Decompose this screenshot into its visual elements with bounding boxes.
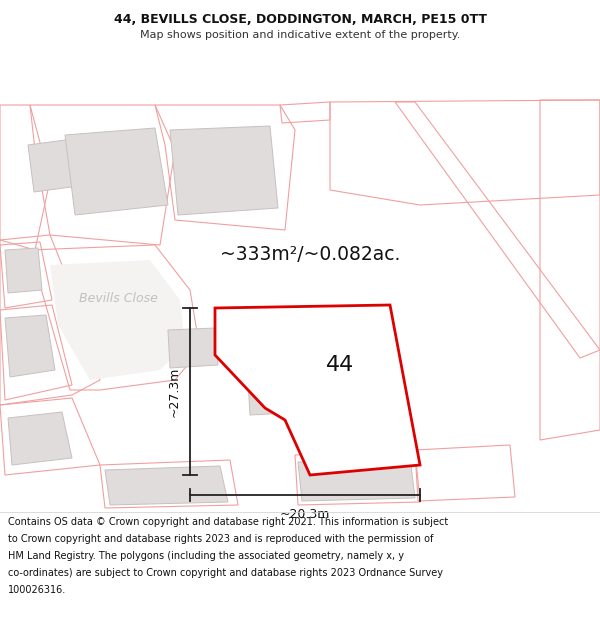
Text: ~27.3m: ~27.3m [167, 366, 181, 417]
Text: Contains OS data © Crown copyright and database right 2021. This information is : Contains OS data © Crown copyright and d… [8, 517, 448, 527]
Polygon shape [8, 412, 72, 465]
Polygon shape [298, 457, 415, 501]
Polygon shape [5, 315, 55, 377]
Polygon shape [28, 138, 86, 192]
Polygon shape [5, 248, 42, 293]
Polygon shape [105, 466, 228, 505]
Text: 100026316.: 100026316. [8, 585, 66, 595]
Polygon shape [50, 260, 185, 380]
Polygon shape [170, 126, 278, 215]
Text: ~333m²/~0.082ac.: ~333m²/~0.082ac. [220, 246, 400, 264]
Text: 44, BEVILLS CLOSE, DODDINGTON, MARCH, PE15 0TT: 44, BEVILLS CLOSE, DODDINGTON, MARCH, PE… [113, 13, 487, 26]
Text: HM Land Registry. The polygons (including the associated geometry, namely x, y: HM Land Registry. The polygons (includin… [8, 551, 404, 561]
Polygon shape [215, 305, 420, 475]
Text: ~20.3m: ~20.3m [280, 509, 330, 521]
Text: 44: 44 [326, 355, 354, 375]
Text: Bevills Close: Bevills Close [79, 291, 157, 304]
Polygon shape [245, 325, 345, 415]
Text: co-ordinates) are subject to Crown copyright and database rights 2023 Ordnance S: co-ordinates) are subject to Crown copyr… [8, 568, 443, 578]
Text: Map shows position and indicative extent of the property.: Map shows position and indicative extent… [140, 30, 460, 40]
Polygon shape [168, 328, 218, 368]
Polygon shape [65, 128, 168, 215]
Text: to Crown copyright and database rights 2023 and is reproduced with the permissio: to Crown copyright and database rights 2… [8, 534, 433, 544]
